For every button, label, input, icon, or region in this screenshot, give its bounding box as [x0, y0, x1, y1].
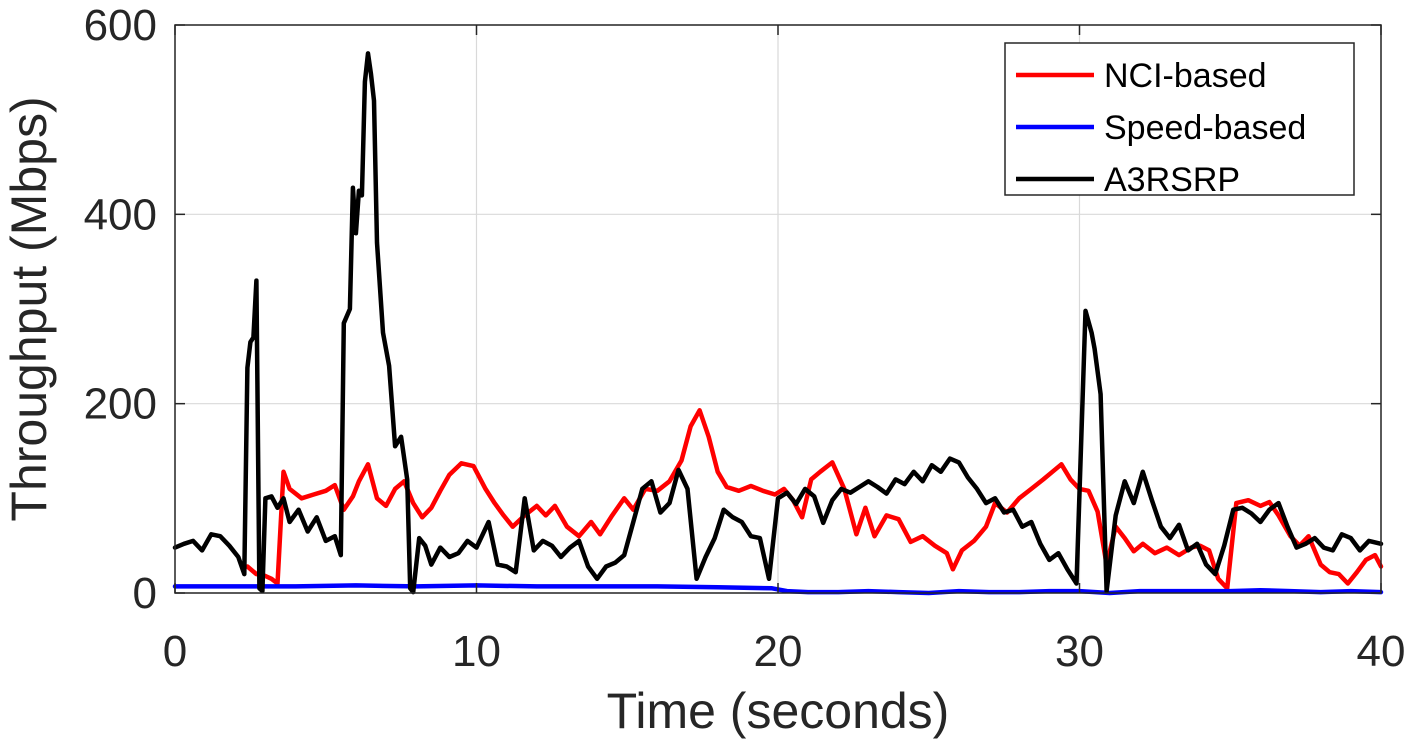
y-axis-ticks: 0 200 400 600 — [84, 1, 1381, 618]
x-tick-label: 40 — [1357, 627, 1406, 676]
series-line-3 — [172, 51, 1384, 595]
x-axis-title: Time (seconds) — [607, 683, 950, 739]
legend-box — [1004, 42, 1355, 196]
series-line-1 — [245, 408, 1384, 591]
x-tick-label: 0 — [163, 627, 187, 676]
y-tick-label: 400 — [84, 190, 157, 239]
y-tick-label: 200 — [84, 380, 157, 429]
legend-label: Speed-based — [1104, 109, 1306, 147]
x-axis-ticks: 0 10 20 30 40 — [163, 25, 1406, 676]
x-tick-label: 20 — [754, 627, 803, 676]
x-tick-label: 30 — [1055, 627, 1104, 676]
x-tick-label: 10 — [452, 627, 501, 676]
legend: NCI-based Speed-based A3RSRP — [1004, 42, 1355, 199]
y-axis-title: Throughput (Mbps) — [1, 96, 57, 521]
legend-label: NCI-based — [1104, 57, 1267, 95]
y-tick-label: 600 — [84, 1, 157, 50]
y-tick-label: 0 — [133, 569, 157, 618]
legend-label: A3RSRP — [1104, 161, 1240, 199]
